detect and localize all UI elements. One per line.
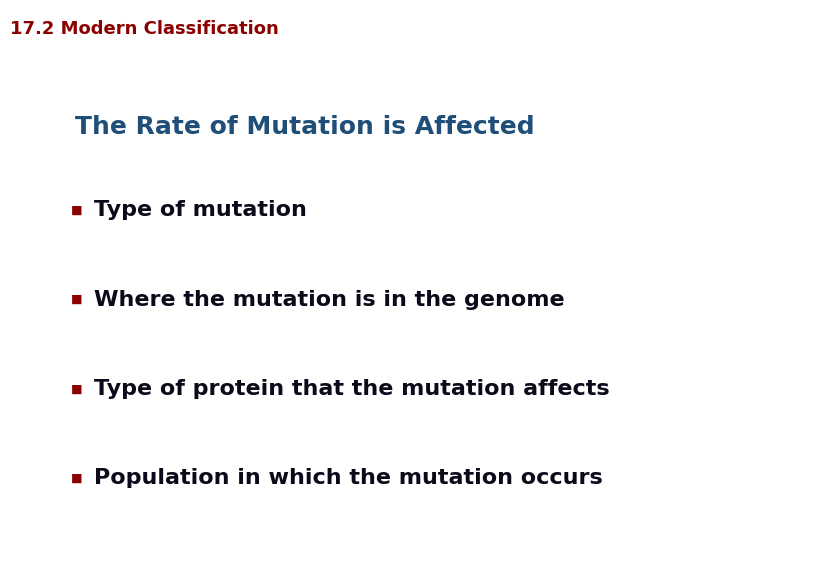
Text: Type of mutation: Type of mutation xyxy=(93,200,306,220)
Text: Population in which the mutation occurs: Population in which the mutation occurs xyxy=(93,468,601,488)
Text: ■: ■ xyxy=(70,293,82,306)
Text: 17.2 Modern Classification: 17.2 Modern Classification xyxy=(10,20,279,38)
Text: Type of protein that the mutation affects: Type of protein that the mutation affect… xyxy=(93,379,609,399)
Text: ■: ■ xyxy=(70,472,82,484)
Text: ■: ■ xyxy=(70,382,82,395)
Text: The Rate of Mutation is Affected: The Rate of Mutation is Affected xyxy=(74,115,533,139)
Text: ■: ■ xyxy=(70,204,82,217)
Text: Where the mutation is in the genome: Where the mutation is in the genome xyxy=(93,290,563,309)
